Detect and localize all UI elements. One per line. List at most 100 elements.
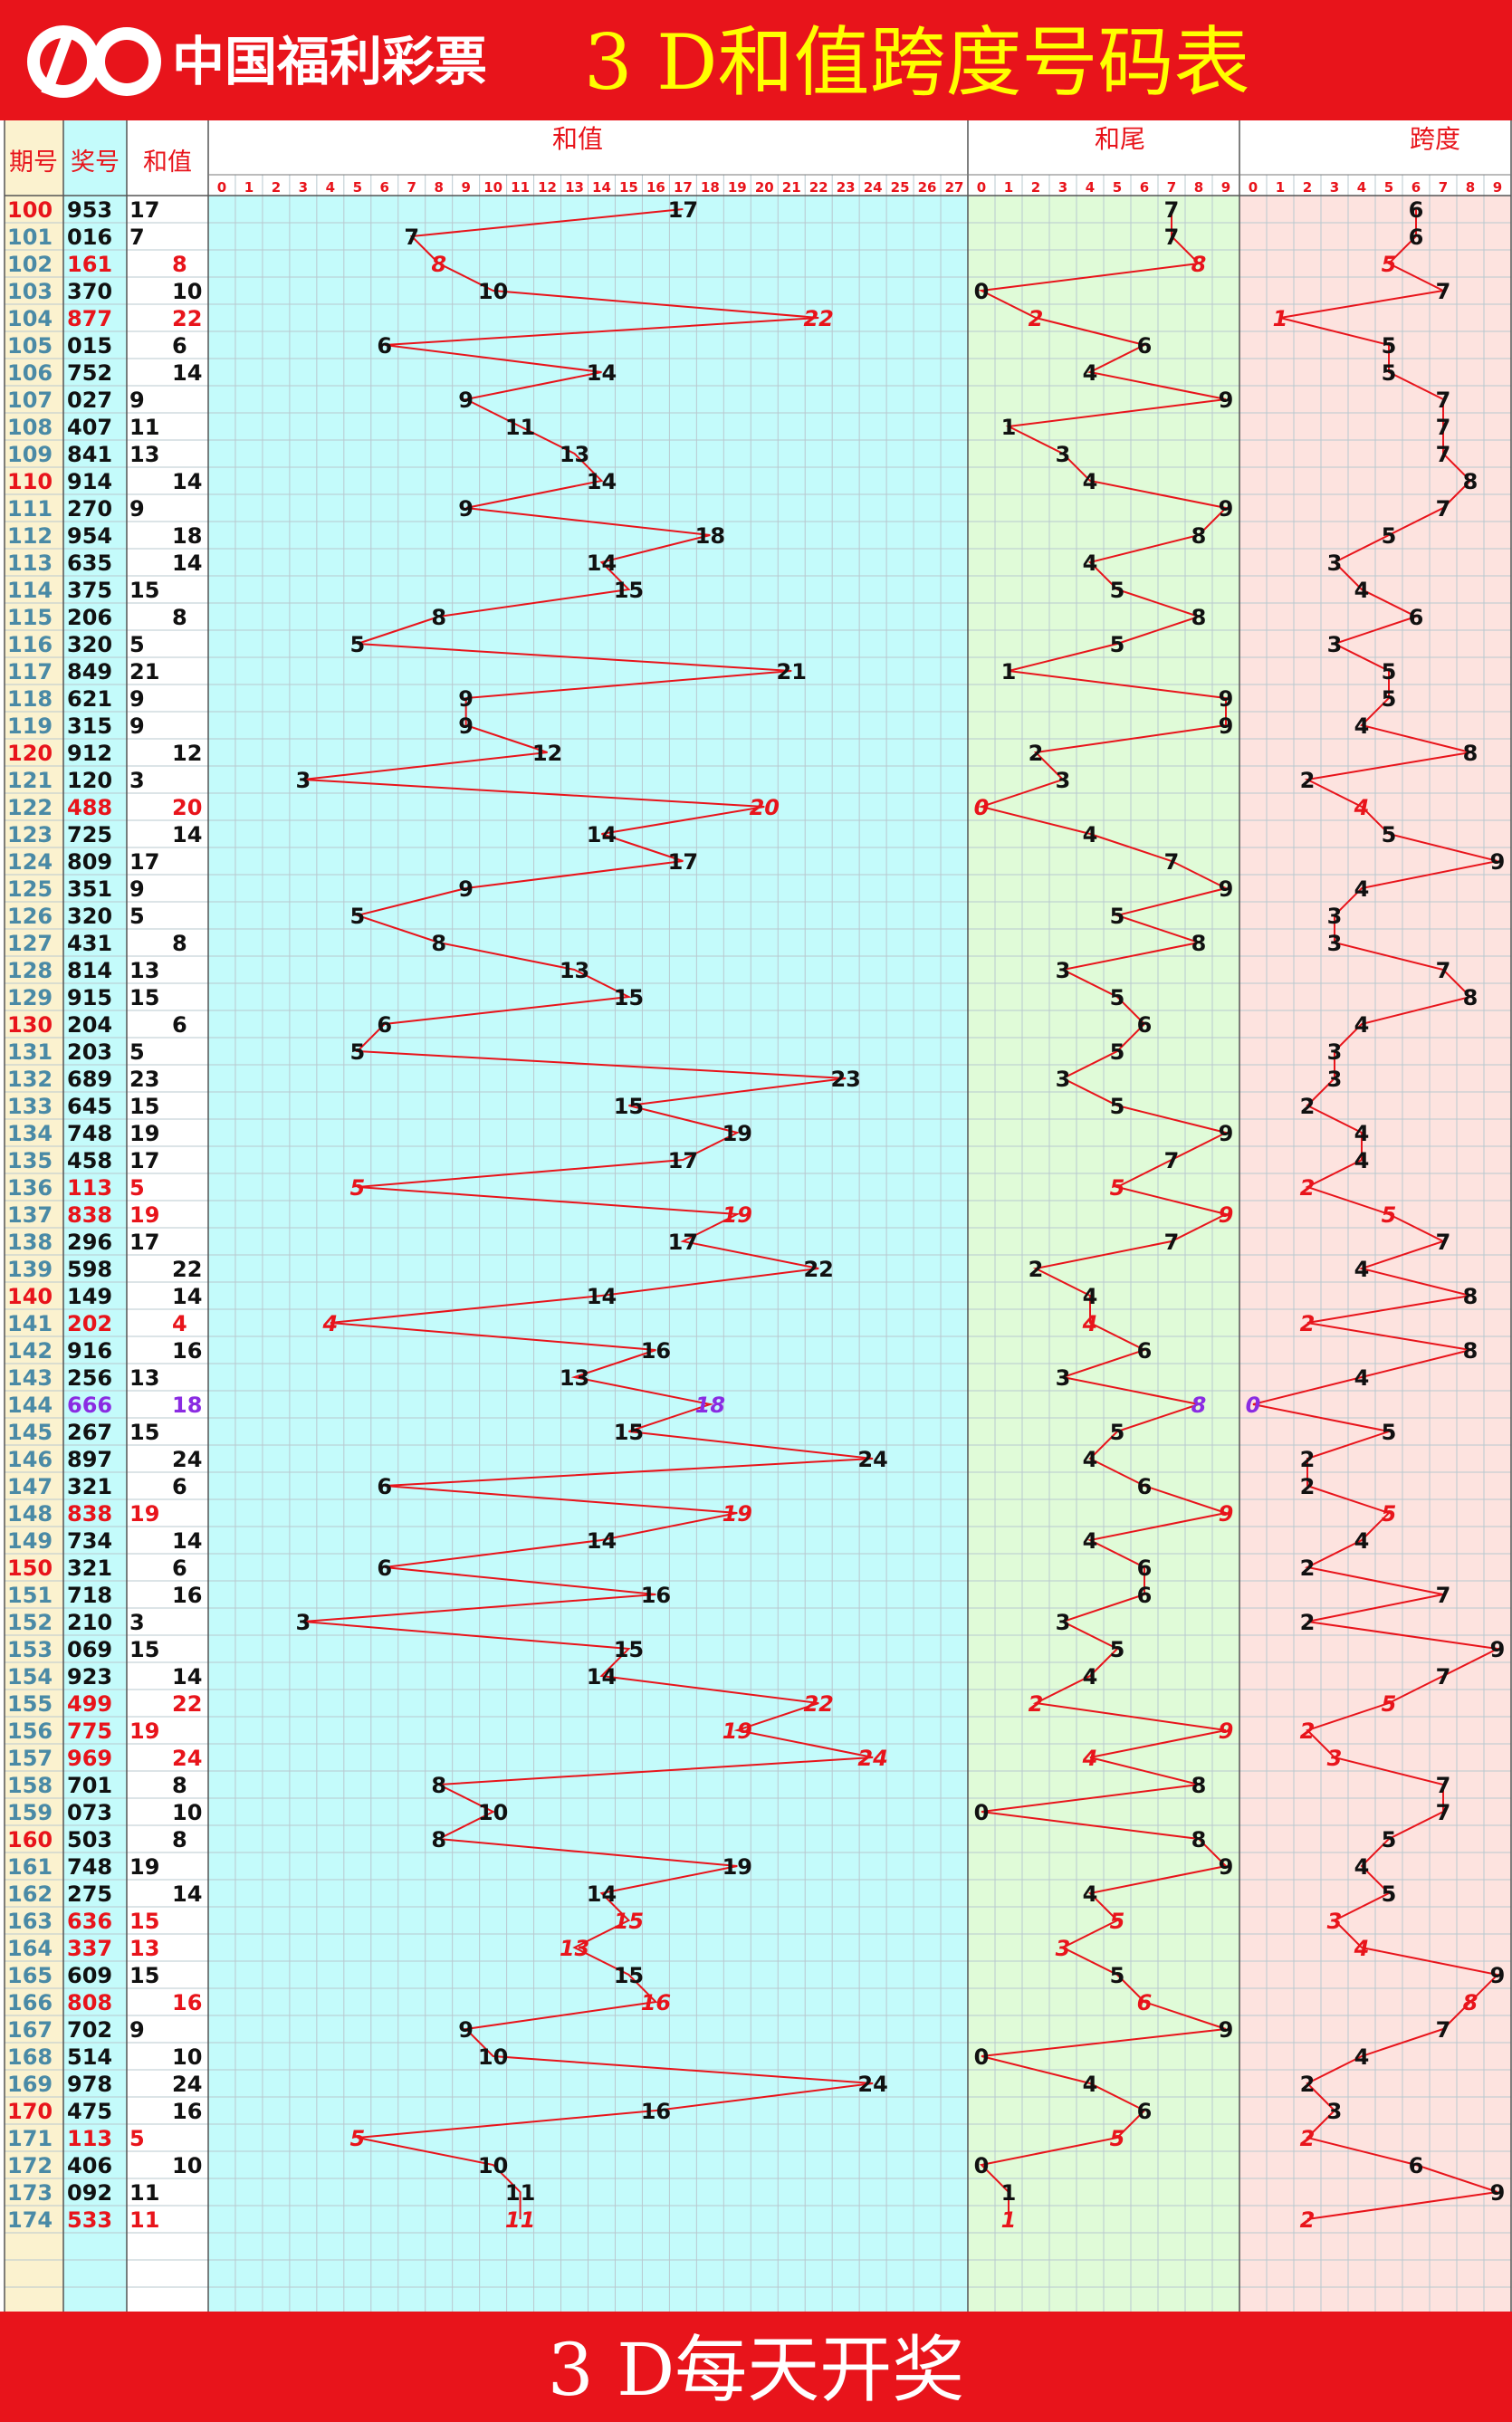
period-cell: 120 <box>7 741 53 766</box>
tail-trend-line <box>978 209 1230 2219</box>
sum-point: 9 <box>458 713 474 739</box>
tail-point: 1 <box>1001 2207 1017 2233</box>
span-point: 5 <box>1382 1420 1397 1445</box>
tail-point: 0 <box>974 795 990 820</box>
sum-point: 8 <box>431 605 446 630</box>
number-cell: 092 <box>67 2180 112 2206</box>
number-cell: 202 <box>67 1311 112 1336</box>
number-cell: 702 <box>67 2017 112 2043</box>
period-cell: 110 <box>7 469 53 494</box>
sum-point: 8 <box>431 1773 446 1798</box>
tail-point: 6 <box>1137 333 1153 359</box>
sum-cell: 15 <box>129 1637 159 1662</box>
tail-point: 9 <box>1219 2017 1234 2043</box>
number-cell: 969 <box>67 1746 112 1771</box>
period-header: 期号 <box>9 148 58 177</box>
span-point: 7 <box>1436 1800 1451 1825</box>
sum-point: 10 <box>478 2044 508 2070</box>
sum-axis-tick-3: 3 <box>299 179 308 196</box>
tail-point: 4 <box>1083 1528 1098 1554</box>
tail-point: 3 <box>1056 958 1071 983</box>
number-cell: 270 <box>67 496 112 522</box>
tail-point: 0 <box>974 1800 990 1825</box>
sum-point: 18 <box>695 1393 725 1418</box>
span-point: 7 <box>1436 1583 1451 1608</box>
tail-point: 9 <box>1219 713 1234 739</box>
number-cell: 636 <box>67 1909 112 1934</box>
sum-cell: 14 <box>172 1284 202 1309</box>
sum-cell: 17 <box>129 1148 159 1173</box>
number-cell: 315 <box>67 713 112 739</box>
sum-cell: 4 <box>172 1311 187 1336</box>
tail-axis-tick-4: 4 <box>1086 179 1095 196</box>
number-column-bg <box>63 120 127 2312</box>
sum-point: 15 <box>614 1637 644 1662</box>
sum-point: 6 <box>377 1474 392 1499</box>
span-point: 2 <box>1300 768 1316 793</box>
span-point: 7 <box>1436 1773 1451 1798</box>
sum-axis-tick-9: 9 <box>461 179 470 196</box>
span-point: 3 <box>1327 1746 1343 1771</box>
tail-point: 5 <box>1110 904 1125 929</box>
axis-ticks: 0 1 2 3 4 5 6 7 8 9 10 11 12 13 14 15 16 17 18 19 20 21 22 23 24… <box>217 179 1502 196</box>
sum-point: 5 <box>349 1175 365 1201</box>
tail-point: 4 <box>1082 1311 1098 1336</box>
sum-axis-tick-15: 15 <box>619 179 638 196</box>
period-cell: 149 <box>7 1528 53 1554</box>
period-cell: 148 <box>7 1501 53 1527</box>
sum-point: 15 <box>614 1963 644 1988</box>
span-point: 6 <box>1409 2153 1424 2178</box>
tail-point: 3 <box>1056 1365 1071 1391</box>
tail-point: 4 <box>1083 1881 1098 1907</box>
sum-point: 9 <box>458 876 474 902</box>
number-cell: 337 <box>67 1936 112 1961</box>
period-cell: 139 <box>7 1257 53 1282</box>
sum-point: 21 <box>777 659 807 684</box>
span-point: 4 <box>1354 1012 1370 1038</box>
sum-cell: 5 <box>129 1175 145 1201</box>
span-point: 5 <box>1382 1881 1397 1907</box>
number-cell: 954 <box>67 523 112 549</box>
span-point: 8 <box>1463 1284 1479 1309</box>
period-cell: 153 <box>7 1637 53 1662</box>
period-cell: 144 <box>7 1393 53 1418</box>
tail-point: 2 <box>1029 1691 1044 1717</box>
tail-point: 6 <box>1137 1474 1153 1499</box>
sum-cell: 8 <box>172 252 187 277</box>
sum-axis-tick-21: 21 <box>782 179 801 196</box>
tail-point: 3 <box>1056 1610 1071 1635</box>
tail-point: 6 <box>1137 1338 1153 1364</box>
sum-point: 23 <box>830 1067 860 1092</box>
number-cell: 113 <box>67 1175 112 1201</box>
period-cell: 102 <box>7 252 53 277</box>
period-cell: 173 <box>7 2180 53 2206</box>
sum-cell: 15 <box>129 1420 159 1445</box>
sum-point: 17 <box>668 1230 698 1255</box>
sum-cell: 9 <box>129 2017 145 2043</box>
sum-cell: 18 <box>172 523 202 549</box>
tail-point: 5 <box>1110 632 1125 657</box>
span-point: 4 <box>1354 578 1370 603</box>
tail-point: 6 <box>1137 1012 1153 1038</box>
span-point: 4 <box>1354 2044 1370 2070</box>
number-cell: 016 <box>67 225 112 250</box>
number-cell: 912 <box>67 741 112 766</box>
sum-point: 17 <box>668 197 698 223</box>
tail-point: 3 <box>1056 768 1071 793</box>
span-axis-tick-9: 9 <box>1493 179 1502 196</box>
span-point: 5 <box>1382 360 1397 386</box>
sum-cell: 8 <box>172 1827 187 1852</box>
tail-point: 5 <box>1110 578 1125 603</box>
sum-point: 13 <box>560 1936 589 1961</box>
period-cell: 106 <box>7 360 53 386</box>
sum-cell: 14 <box>172 469 202 494</box>
span-trend-line <box>1252 209 1501 2220</box>
sum-cell: 15 <box>129 985 159 1010</box>
sum-point: 8 <box>431 931 446 956</box>
sum-cell: 17 <box>129 197 159 223</box>
number-cell: 149 <box>67 1284 112 1309</box>
sum-cell: 9 <box>129 388 145 413</box>
period-cell: 115 <box>7 605 53 630</box>
sum-cell: 6 <box>172 333 187 359</box>
sum-cell: 22 <box>172 1257 202 1282</box>
